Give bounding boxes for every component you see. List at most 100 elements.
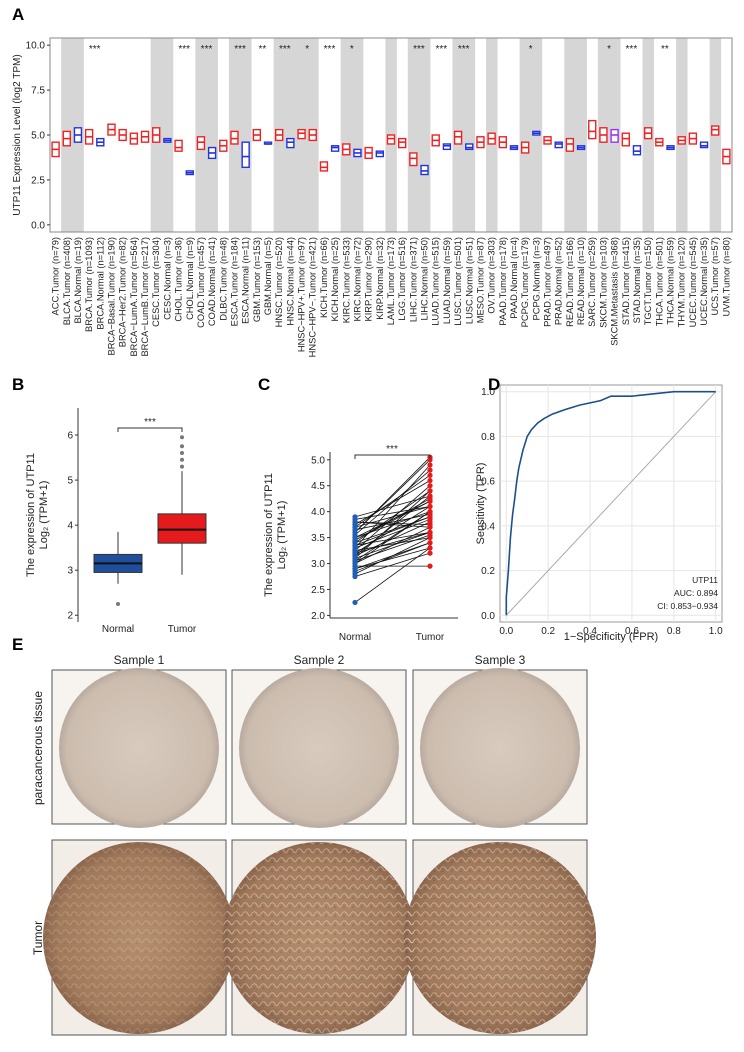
x-tick-label: UCEC.Tumor (n=545): [688, 237, 698, 327]
column-label: Sample 3: [475, 653, 526, 667]
box: [610, 128, 619, 143]
x-tick-label: Normal: [102, 624, 134, 635]
y-tick-label: 4: [67, 521, 73, 532]
x-tick-label: PCPG.Tumor (n=179): [520, 237, 530, 327]
group-shade: [195, 38, 207, 232]
significance: *: [305, 44, 309, 55]
x-tick-label: Tumor: [416, 632, 445, 643]
y-tick-label: 6: [67, 431, 73, 442]
point: [427, 483, 433, 489]
significance: **: [259, 44, 267, 55]
significance: **: [661, 44, 669, 55]
y-tick-label: 5.0: [31, 131, 45, 142]
box: [386, 134, 396, 145]
x-tick-label: READ.Tumor (n=166): [565, 237, 575, 327]
point: [352, 547, 358, 554]
x-tick-label: GBM.Tumor (n=153): [252, 237, 262, 322]
point: [427, 488, 433, 494]
point: [427, 532, 433, 538]
outlier: [116, 601, 120, 606]
box: [375, 150, 385, 158]
annotation: UTP11: [692, 575, 718, 585]
box: [420, 164, 429, 176]
panel-label: D: [488, 375, 500, 394]
significance-bracket: [117, 427, 183, 432]
x-tick-label: UVM.Tumor (n=80): [721, 237, 731, 316]
x-tick-label: PAAD.Tumor (n=178): [498, 237, 508, 326]
box: [565, 137, 575, 152]
panel-label: A: [12, 5, 24, 24]
y-tick-label: 10.0: [26, 41, 46, 52]
x-tick-label: LUSC.Tumor (n=501): [453, 237, 463, 326]
group-shade: [240, 38, 252, 232]
significance: ***: [178, 44, 190, 55]
y-tick-label: 4.5: [311, 481, 325, 492]
x-tick-label: 0.6: [625, 626, 639, 637]
column-label: Sample 1: [114, 653, 165, 667]
y-tick-label: 0.0: [481, 611, 495, 622]
significance: ***: [458, 44, 470, 55]
point: [352, 537, 358, 543]
pair-line: [354, 485, 431, 551]
point: [427, 462, 433, 468]
y-tick-label: 2: [67, 611, 73, 622]
outlier: [180, 435, 184, 440]
x-tick-label: BRCA.Tumor (n=1093): [84, 237, 94, 332]
x-tick-label: OV.Tumor (n=303): [487, 237, 497, 314]
x-tick-label: THYM.Tumor (n=120): [677, 237, 687, 327]
x-tick-label: SKCM.Metastasis (n=368): [610, 237, 620, 346]
x-tick-label: ACC.Tumor (n=79): [51, 237, 61, 315]
column-label: Sample 2: [294, 653, 345, 667]
box: [632, 145, 642, 156]
x-tick-label: UCS.Tumor (n=57): [710, 237, 720, 315]
group-shade: [575, 38, 587, 232]
group-shade: [407, 38, 420, 232]
row-label: paracancerous tissue: [31, 691, 45, 805]
x-tick-label: SARC.Tumor (n=259): [587, 237, 597, 327]
point: [427, 540, 433, 546]
x-tick-label: BRCA−Her2.Tumor (n=82): [118, 237, 128, 347]
point: [427, 467, 433, 473]
tissue-texture: [404, 842, 596, 1034]
x-tick-label: BRCA−LumB.Tumor (n=217): [140, 237, 150, 357]
point: [352, 519, 358, 525]
box: [442, 143, 452, 151]
outlier: [180, 464, 184, 469]
group-shade: [351, 38, 364, 232]
y-axis-title: The expression of UTP11: [263, 473, 275, 597]
annotation: AUC: 0.894: [674, 588, 718, 598]
x-tick-label: THCA.Normal (n=59): [666, 237, 676, 325]
point: [427, 496, 433, 502]
y-tick-label: 3.0: [311, 559, 325, 570]
box: [174, 139, 183, 152]
pair-line: [354, 490, 431, 544]
significance: ***: [201, 44, 213, 55]
point: [427, 545, 433, 551]
y-tick-label: 2.0: [311, 611, 325, 622]
y-axis-title: Log₂ (TPM+1): [38, 481, 50, 550]
group-shade: [463, 38, 476, 232]
group-shade: [284, 38, 297, 232]
x-tick-label: 0.2: [541, 626, 555, 637]
box: [157, 513, 207, 544]
group-shade: [519, 38, 532, 232]
pair-line: [354, 547, 431, 570]
x-tick-label: LAML.Tumor (n=173): [386, 237, 396, 325]
point: [427, 509, 433, 515]
panel-label: B: [12, 375, 24, 394]
significance: ***: [413, 44, 425, 55]
x-tick-label: KIRC.Tumor (n=533): [341, 237, 351, 323]
x-tick-label: BLCA.Tumor (n=408): [62, 237, 72, 325]
y-axis-title: The expression of UTP11: [25, 453, 37, 577]
y-axis-title: UTP11 Expression Level (log2 TPM): [12, 54, 23, 215]
box: [297, 128, 306, 140]
x-tick-label: 0.4: [583, 626, 597, 637]
pair-line: [354, 475, 431, 528]
pair-line: [354, 534, 431, 562]
y-tick-label: 1.0: [481, 387, 495, 398]
y-tick-label: 5.0: [311, 455, 325, 466]
y-tick-label: 2.5: [311, 585, 325, 596]
y-tick-label: 4.0: [311, 507, 325, 518]
point: [352, 524, 358, 530]
outlier: [180, 451, 184, 456]
